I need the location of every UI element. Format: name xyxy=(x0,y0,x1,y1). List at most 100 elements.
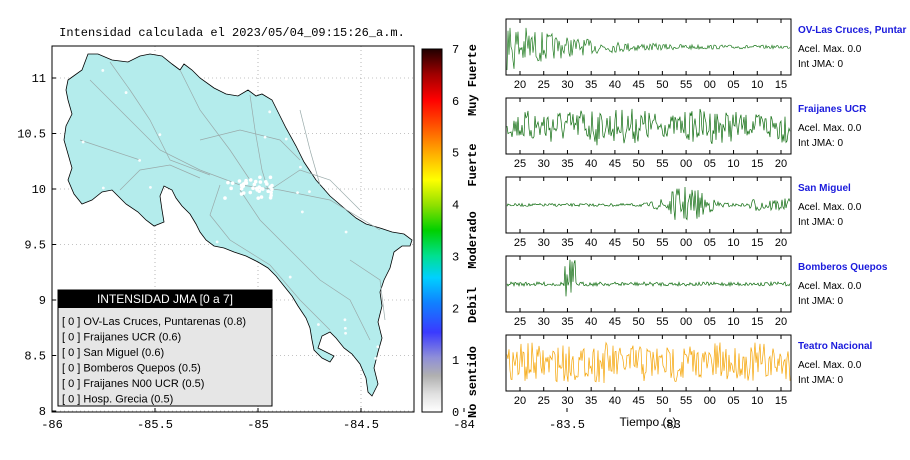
map-y-tick-label: 9 xyxy=(39,294,46,308)
road xyxy=(239,189,371,341)
colorbar-tick-label: 0 xyxy=(452,406,459,420)
intensity-colorbar: 0 1 2 3 4 5 6 7 No sentido Debil Moderado Fuerte Mu… xyxy=(421,43,480,420)
legend-items: [ 0 ] OV-Las Cruces, Puntarenas (0.8) [ 0… xyxy=(62,316,246,406)
station-acel: Acel. Max. 0.0 xyxy=(798,281,862,292)
town-marker xyxy=(226,180,230,185)
town-marker xyxy=(158,133,162,137)
waveform-tick-label: 15 xyxy=(775,79,787,91)
waveform-tick-label: 50 xyxy=(656,79,668,91)
road xyxy=(109,61,211,176)
town-marker xyxy=(260,187,265,191)
waveform-tick-label: 20 xyxy=(775,158,787,170)
town-marker xyxy=(223,196,227,200)
waveform-tick-label: 55 xyxy=(656,316,668,328)
town-marker xyxy=(376,345,380,349)
legend-item: [ 0 ] Fraijanes N00 UCR (0.5) xyxy=(62,378,204,390)
station-acel: Acel. Max. 0.0 xyxy=(798,360,862,371)
road xyxy=(179,69,251,181)
town-marker xyxy=(254,186,259,191)
town-marker xyxy=(258,175,262,180)
map-x-tick-label: -83.5 xyxy=(549,418,585,432)
waveform-tick-label: 15 xyxy=(775,395,787,407)
waveform-tick-label: 25 xyxy=(514,237,526,249)
town-marker xyxy=(248,178,253,182)
town-marker xyxy=(138,158,141,162)
map-y-tick-label: 10.5 xyxy=(17,128,46,142)
waveform-tick-label: 00 xyxy=(680,237,692,249)
town-marker xyxy=(344,230,348,234)
town-marker xyxy=(117,268,121,271)
town-marker xyxy=(228,78,231,81)
station-name: OV-Las Cruces, Puntar xyxy=(798,25,906,36)
legend-item: [ 0 ] Bomberos Quepos (0.5) xyxy=(62,363,201,375)
road xyxy=(89,79,381,231)
waveform-frame xyxy=(505,18,792,76)
town-marker xyxy=(300,210,304,214)
station-int: Int JMA: 0 xyxy=(798,217,843,228)
waveform-tick-label: 55 xyxy=(680,395,692,407)
map-x-tick-label: -84 xyxy=(453,418,475,432)
waveform-trace xyxy=(506,341,791,384)
town-marker xyxy=(343,318,347,322)
waveform-tick-label: 30 xyxy=(561,79,573,91)
colorbar-tick-label: 2 xyxy=(452,302,459,316)
map-y-tick-label: 8.5 xyxy=(24,350,46,364)
waveform-tick-label: 35 xyxy=(561,237,573,249)
town-marker xyxy=(344,331,347,335)
map-x-tick-label: -85.5 xyxy=(137,418,173,432)
town-marker xyxy=(124,91,128,94)
road xyxy=(199,129,301,161)
waveform-panel: 20 25 30 35 40 45 50 55 00 05 10 15 OV-Las Cruces, P… xyxy=(505,18,906,91)
waveform-tick-label: 30 xyxy=(538,316,550,328)
legend-title: INTENSIDAD JMA [0 a 7] xyxy=(97,292,233,306)
waveform-tick-label: 50 xyxy=(633,158,645,170)
colorbar-ticks: 0 1 2 3 4 5 6 7 xyxy=(452,43,459,420)
town-marker xyxy=(101,69,105,72)
town-marker xyxy=(229,186,233,191)
town-marker xyxy=(265,182,269,186)
station-name: Teatro Nacional xyxy=(798,341,872,352)
waveform-tick-label: 45 xyxy=(633,395,645,407)
map-y-tick-label: 8 xyxy=(39,405,46,419)
waveform-tick-label: 20 xyxy=(514,395,526,407)
waveform-tick-label: 25 xyxy=(514,158,526,170)
waveform-trace xyxy=(506,27,791,71)
town-marker xyxy=(237,179,242,183)
station-int: Int JMA: 0 xyxy=(798,296,843,307)
waveform-panel: 25 30 35 40 45 50 55 00 05 10 15 20 San Miguel Acel. … xyxy=(505,176,862,249)
waveform-trace xyxy=(506,259,791,297)
station-acel: Acel. Max. 0.0 xyxy=(798,44,862,55)
waveform-tick-label: 10 xyxy=(727,316,739,328)
waveform-tick-label: 15 xyxy=(751,237,763,249)
waveform-tick-label: 45 xyxy=(609,158,621,170)
waveform-tick-label: 40 xyxy=(609,395,621,407)
intensity-legend: INTENSIDAD JMA [0 a 7] [ 0 ] OV-Las Cruc… xyxy=(57,289,273,407)
road xyxy=(209,184,331,331)
waveform-tick-label: 30 xyxy=(538,237,550,249)
waveform-tick-label: 50 xyxy=(633,316,645,328)
town-marker xyxy=(263,135,267,139)
map-y-tick-label: 10 xyxy=(32,183,46,197)
waveform-tick-label: 10 xyxy=(727,237,739,249)
town-marker xyxy=(248,265,251,269)
map-x-tick-label: -85 xyxy=(247,418,269,432)
map-x-tick-label: -83 xyxy=(659,418,681,432)
town-marker xyxy=(269,190,273,195)
colorbar-word: No sentido xyxy=(466,346,480,418)
town-marker xyxy=(343,184,347,187)
map-x-axis: -86 -85.5 -85 -84.5 -84 -83.5 -83 xyxy=(41,408,681,432)
road xyxy=(249,94,269,191)
town-marker xyxy=(317,323,320,326)
waveform-tick-label: 15 xyxy=(751,158,763,170)
town-marker xyxy=(114,210,117,214)
map-x-tick-label: -86 xyxy=(41,418,63,432)
map-y-tick-label: 9.5 xyxy=(24,239,46,253)
colorbar-tick-label: 4 xyxy=(452,199,459,213)
waveform-tick-label: 30 xyxy=(561,395,573,407)
town-marker xyxy=(266,189,270,194)
colorbar-word: Muy Fuerte xyxy=(466,44,480,116)
waveform-tick-label: 55 xyxy=(680,79,692,91)
waveform-tick-label: 45 xyxy=(609,316,621,328)
legend-item: [ 0 ] San Miguel (0.6) xyxy=(62,347,164,359)
town-marker xyxy=(153,279,156,283)
